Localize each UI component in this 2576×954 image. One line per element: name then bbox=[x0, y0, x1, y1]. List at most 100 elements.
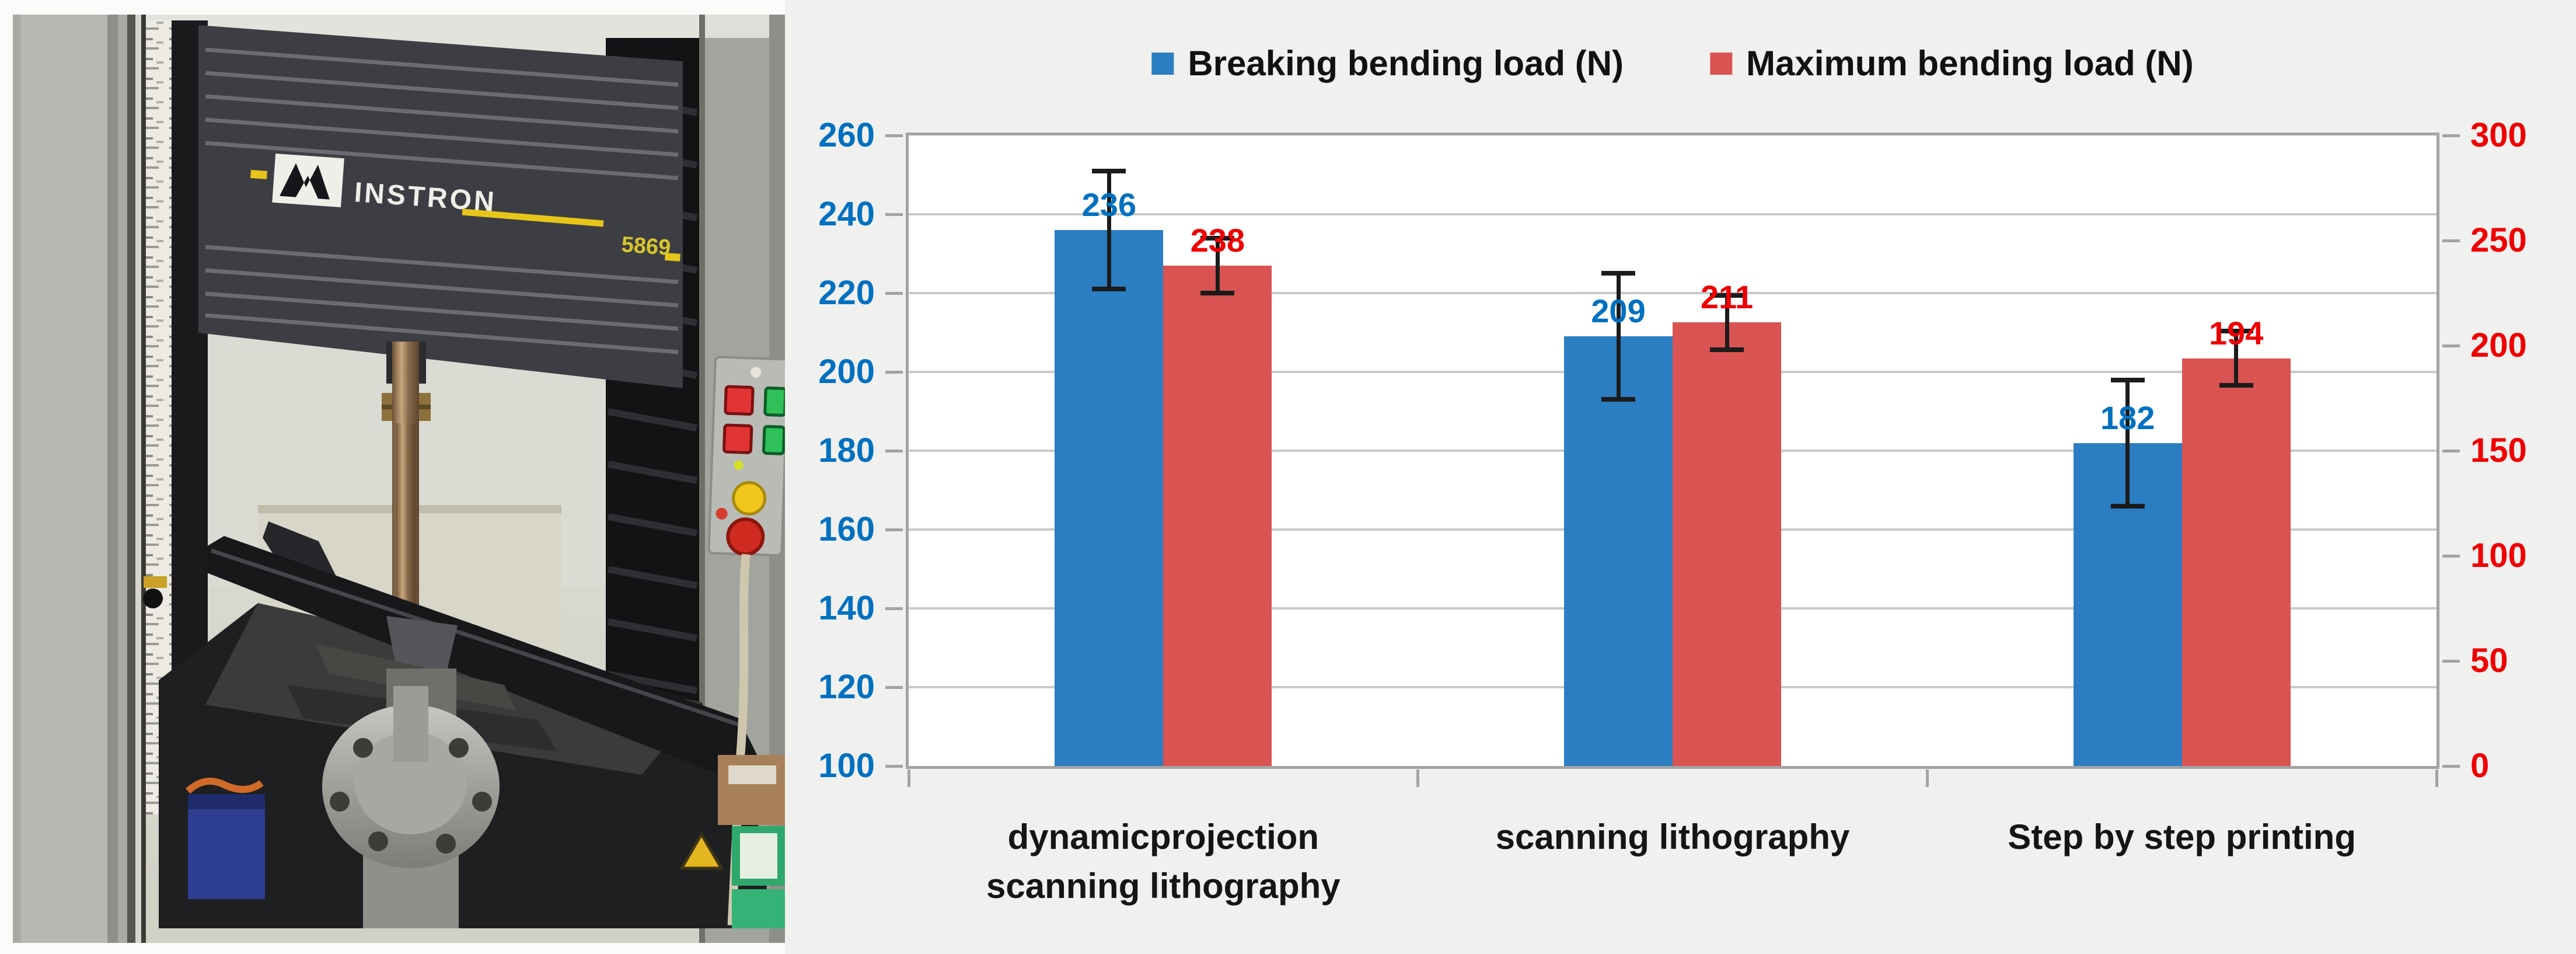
legend-swatch-icon bbox=[1710, 52, 1733, 75]
left-axis-tick bbox=[885, 685, 903, 689]
bar-breaking-load bbox=[1564, 336, 1673, 766]
data-label: 238 bbox=[1190, 222, 1245, 259]
model-number-text: 5869 bbox=[620, 232, 671, 260]
legend-item: Maximum bending load (N) bbox=[1710, 43, 2194, 83]
left-axis-label: 100 bbox=[818, 747, 875, 785]
yellow-lamp bbox=[732, 481, 767, 516]
emergency-stop-button bbox=[726, 517, 765, 556]
left-axis-label: 140 bbox=[818, 589, 875, 627]
right-axis-tick bbox=[2442, 659, 2460, 663]
error-bar-line bbox=[2125, 379, 2130, 506]
right-axis-tick bbox=[2442, 554, 2460, 558]
right-axis-tick bbox=[2442, 344, 2460, 347]
right-axis-tick bbox=[2442, 764, 2460, 768]
left-axis-label: 120 bbox=[818, 668, 875, 706]
right-axis-label: 0 bbox=[2470, 747, 2490, 785]
legend-item: Breaking bending load (N) bbox=[1151, 43, 1624, 83]
error-bar-line bbox=[1215, 238, 1220, 293]
chart-legend: Breaking bending load (N) Maximum bending… bbox=[1151, 43, 2194, 83]
error-bar-cap-top bbox=[1710, 293, 1744, 298]
gridline bbox=[909, 292, 2437, 294]
instron-photo-drawing: INSTRON 5869 bbox=[13, 15, 785, 943]
left-axis-tick bbox=[885, 528, 903, 531]
right-axis-tick bbox=[2442, 134, 2460, 137]
left-axis-tick bbox=[885, 764, 903, 768]
error-bar-cap-bottom bbox=[1601, 397, 1635, 402]
error-bar-cap-bottom bbox=[1200, 291, 1235, 295]
error-bar-cap-bottom bbox=[1710, 347, 1744, 353]
legend-swatch-icon bbox=[1151, 52, 1174, 75]
left-axis-label: 180 bbox=[818, 431, 875, 469]
left-axis-tick bbox=[885, 607, 903, 610]
data-label: 209 bbox=[1591, 293, 1646, 330]
plot-area: Breaking bending load (N) Maximum bending… bbox=[818, 44, 2527, 906]
error-bar-cap-top bbox=[2219, 328, 2253, 333]
left-axis-tick bbox=[885, 213, 903, 216]
shelf-items bbox=[679, 755, 785, 928]
left-axis-label: 260 bbox=[818, 116, 875, 154]
legend-label: Breaking bending load (N) bbox=[1188, 44, 1624, 83]
right-axis-label: 200 bbox=[2470, 326, 2527, 364]
category-separator-tick bbox=[1416, 770, 1420, 787]
error-bar-cap-top bbox=[1200, 236, 1235, 241]
bar-chart-panel: Breaking bending load (N) Maximum bending… bbox=[785, 0, 2576, 954]
error-bar-cap-top bbox=[1092, 168, 1126, 173]
crosshead-grooves bbox=[205, 47, 679, 354]
error-bar-line bbox=[2234, 330, 2239, 386]
control-pendant bbox=[707, 356, 785, 926]
category-separator-tick bbox=[907, 770, 910, 787]
bar-maximum-load bbox=[1163, 266, 1272, 766]
right-axis-tick bbox=[2442, 239, 2460, 242]
left-axis-label: 220 bbox=[818, 274, 875, 312]
left-axis-label: 240 bbox=[818, 195, 875, 233]
error-bar-cap-bottom bbox=[1092, 287, 1126, 292]
bar-maximum-load bbox=[1673, 322, 1781, 766]
category-separator-tick bbox=[2435, 770, 2438, 787]
left-machine-column bbox=[13, 15, 146, 943]
category-label: scanning lithography bbox=[1495, 817, 1850, 856]
green-button-2 bbox=[762, 424, 785, 455]
left-axis-tick bbox=[885, 291, 903, 295]
error-bar-cap-bottom bbox=[2219, 383, 2253, 388]
red-button-2 bbox=[722, 423, 753, 454]
left-axis-tick bbox=[885, 449, 903, 452]
instron-crown-icon bbox=[280, 163, 330, 200]
green-button-1 bbox=[763, 387, 785, 417]
left-axis-tick bbox=[885, 134, 903, 137]
orange-cable bbox=[185, 778, 264, 794]
warning-triangle-icon bbox=[679, 831, 724, 870]
limit-stop-knob bbox=[143, 589, 163, 608]
right-axis-label: 250 bbox=[2470, 221, 2527, 259]
gridline bbox=[909, 213, 2437, 215]
right-axis-label: 50 bbox=[2470, 642, 2508, 680]
load-rod bbox=[382, 342, 431, 633]
legend-label: Maximum bending load (N) bbox=[1746, 44, 2194, 83]
category-label: Step by step printing bbox=[2008, 817, 2356, 856]
error-bar-line bbox=[1725, 295, 1729, 350]
error-bar-line bbox=[1107, 170, 1111, 290]
left-axis-label: 200 bbox=[818, 353, 875, 391]
bar-breaking-load bbox=[1055, 230, 1164, 766]
right-axis-label: 150 bbox=[2470, 431, 2527, 469]
instron-crosshead: INSTRON 5869 bbox=[198, 25, 683, 388]
data-label: 194 bbox=[2208, 314, 2264, 351]
data-label: 182 bbox=[2100, 399, 2155, 436]
instron-machine-photo: INSTRON 5869 bbox=[13, 15, 785, 943]
green-label-2 bbox=[732, 889, 785, 928]
data-label: 236 bbox=[1081, 186, 1137, 223]
error-bar-cap-top bbox=[2110, 377, 2145, 382]
left-axis-label: 160 bbox=[818, 510, 875, 548]
error-bar-line bbox=[1616, 273, 1621, 400]
data-label: 211 bbox=[1700, 278, 1754, 316]
right-axis-tick bbox=[2442, 449, 2460, 452]
pendant-cable bbox=[727, 553, 751, 926]
category-separator-tick bbox=[1925, 770, 1929, 787]
instron-logo bbox=[272, 154, 344, 208]
error-bar-cap-bottom bbox=[2110, 503, 2145, 509]
blue-toolbox bbox=[185, 778, 265, 899]
circular-platen bbox=[322, 686, 500, 928]
right-axis-label: 300 bbox=[2470, 116, 2527, 154]
right-axis-label: 100 bbox=[2470, 537, 2527, 575]
left-axis-tick bbox=[885, 370, 903, 374]
red-button-1 bbox=[724, 385, 755, 416]
